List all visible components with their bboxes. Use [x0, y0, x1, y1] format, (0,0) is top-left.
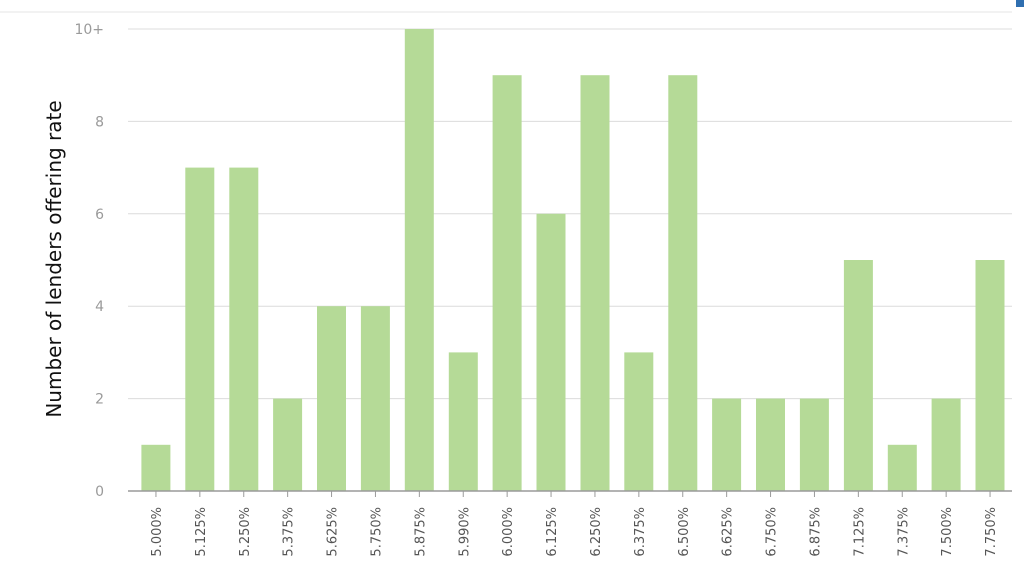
bar: [931, 398, 961, 491]
grid-lines: [128, 28, 1012, 400]
bar: [404, 29, 434, 491]
bar: [229, 167, 259, 491]
x-tick-label: 7.750%: [984, 507, 999, 557]
x-tick-label: 5.000%: [150, 507, 165, 557]
x-tick-label: 7.500%: [940, 507, 955, 557]
x-tick-label: 6.750%: [765, 507, 780, 557]
x-tick-label: 5.625%: [326, 507, 341, 557]
x-tick-label: 6.000%: [501, 507, 516, 557]
y-axis-label: Number of lenders offering rate: [42, 100, 66, 417]
x-tick-label: 5.875%: [413, 507, 428, 557]
x-tick-label: 6.375%: [633, 507, 648, 557]
bar: [360, 306, 390, 491]
x-tick-label: 5.250%: [238, 507, 253, 557]
x-tick-label: 6.875%: [808, 507, 823, 557]
x-tick-label: 6.625%: [721, 507, 736, 557]
bar: [448, 352, 478, 491]
bar: [799, 398, 829, 491]
bar: [580, 75, 610, 491]
y-tick-label: 10+: [74, 22, 104, 38]
x-tick-label: 7.375%: [896, 507, 911, 557]
x-tick-label: 6.250%: [589, 507, 604, 557]
bar: [975, 260, 1005, 491]
bar: [843, 260, 873, 491]
x-tick-label: 5.125%: [194, 507, 209, 557]
x-tick-label: 6.125%: [545, 507, 560, 557]
bar: [536, 213, 566, 492]
x-tick-label: 5.990%: [457, 507, 472, 557]
bar: [141, 444, 171, 491]
bar: [887, 444, 917, 491]
y-tick-label: 6: [95, 207, 104, 223]
x-tick-label: 7.125%: [852, 507, 867, 557]
y-tick-labels: 0 2 4 6 8 10+: [74, 22, 104, 500]
bar: [712, 398, 742, 491]
x-tick-label: 5.375%: [282, 507, 297, 557]
bar: [668, 75, 698, 491]
bar: [317, 306, 346, 491]
bar: [492, 75, 522, 491]
x-tick-label: 6.500%: [677, 507, 692, 557]
x-tick-labels: 5.000% 5.125% 5.250% 5.375% 5.625% 5.750% 5.87…: [150, 491, 999, 557]
bar: [273, 398, 303, 491]
y-tick-label: 0: [95, 484, 104, 500]
y-tick-label: 4: [95, 299, 104, 315]
x-tick-label: 5.750%: [369, 507, 384, 557]
corner-marker: [1016, 0, 1024, 7]
bars: [141, 29, 1005, 492]
bar: [756, 398, 785, 491]
y-tick-label: 2: [95, 392, 104, 408]
y-tick-label: 8: [95, 114, 104, 130]
bar: [624, 352, 654, 491]
bar: [185, 167, 215, 491]
